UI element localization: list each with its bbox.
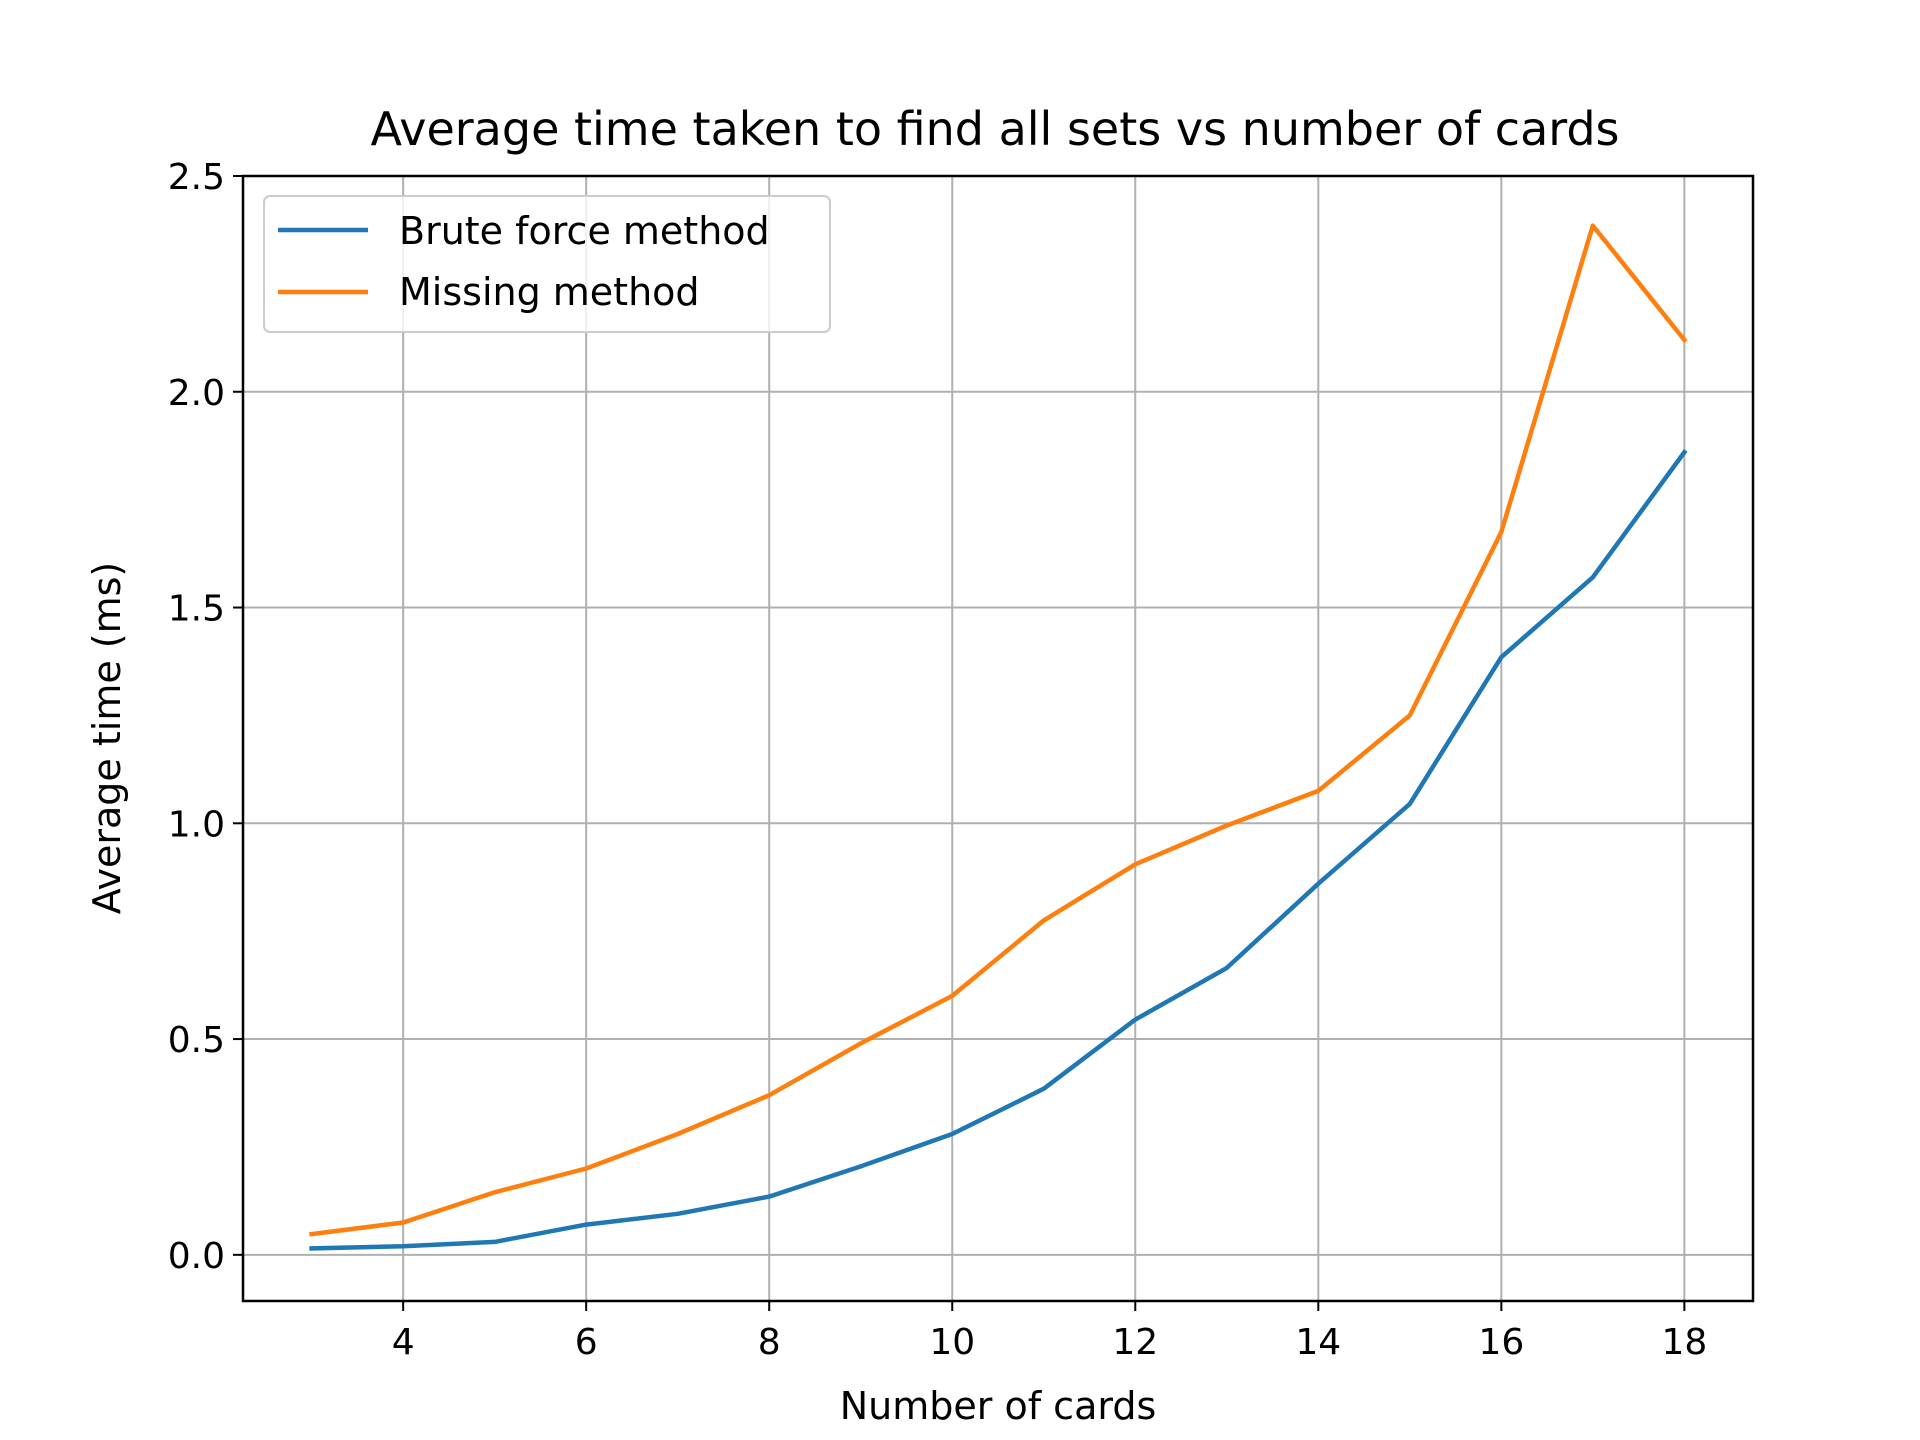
x-tick-label: 4 <box>392 1322 415 1363</box>
legend-label-brute-force: Brute force method <box>399 209 770 253</box>
series-layer <box>309 223 1688 1251</box>
x-tick-label: 14 <box>1295 1322 1341 1363</box>
x-tick-label: 12 <box>1112 1322 1158 1363</box>
y-tick-label: 2.5 <box>168 157 225 198</box>
x-tick-label: 16 <box>1478 1322 1524 1363</box>
legend-label-missing: Missing method <box>399 270 700 314</box>
y-tick-label: 1.0 <box>168 804 225 845</box>
x-tick-label: 8 <box>758 1322 781 1363</box>
chart-title: Average time taken to find all sets vs n… <box>370 102 1619 156</box>
legend: Brute force method Missing method <box>263 195 831 333</box>
x-tick-label: 6 <box>575 1322 598 1363</box>
x-tick-label: 18 <box>1661 1322 1707 1363</box>
x-axis-label: Number of cards <box>840 1384 1157 1428</box>
y-tick-label: 0.5 <box>168 1020 225 1061</box>
legend-box <box>263 195 831 333</box>
y-axis-label: Average time (ms) <box>85 562 129 915</box>
y-tick-label: 0.0 <box>168 1236 225 1277</box>
series-line-missing-method <box>309 223 1688 1237</box>
tick-layer: 4 6 8 10 12 14 16 18 0.0 0.5 1.0 1.5 2.0 2.5 <box>168 157 1708 1363</box>
y-tick-label: 2.0 <box>168 373 225 414</box>
x-tick-label: 10 <box>929 1322 975 1363</box>
axes-frame <box>241 174 1755 1303</box>
y-tick-label: 1.5 <box>168 589 225 630</box>
series-line-brute-force-method <box>309 449 1688 1251</box>
